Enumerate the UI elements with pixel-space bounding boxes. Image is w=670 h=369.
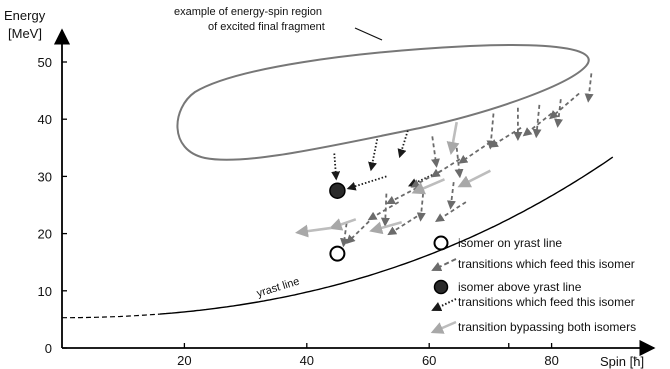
transition-arrow-gray [488, 127, 522, 148]
region-annotation-line2: of excited final fragment [208, 21, 325, 33]
y-tick-label-0: 0 [45, 341, 52, 356]
y-tick-label-20: 20 [38, 227, 52, 242]
yrast-line-label: yrast line [255, 276, 301, 300]
transition-arrow-dark [397, 130, 409, 159]
isomer-on-yrast-line [329, 245, 346, 262]
yrast-line-extrapolated [62, 313, 160, 319]
transition-arrow-gray [345, 215, 375, 245]
y-tick-label-30: 30 [38, 169, 52, 184]
transition-arrow-gray [554, 99, 563, 128]
transition-arrow-dark [346, 175, 387, 191]
transition-arrow-light [328, 218, 357, 231]
legend-item-above-isomer: isomer above yrast line [458, 280, 582, 294]
transition-arrow-gray [416, 193, 426, 222]
x-axis-label: Spin [ħ] [600, 354, 644, 369]
transition-arrows [295, 73, 594, 248]
transition-arrow-gray [380, 193, 390, 227]
transition-arrow-gray [410, 169, 442, 188]
x-tick-label-20: 20 [177, 353, 191, 368]
transition-arrow-gray [549, 92, 580, 120]
x-tick-label-40: 40 [300, 353, 314, 368]
transition-arrow-light [295, 224, 332, 238]
transition-arrow-gray [431, 136, 440, 168]
legend-above-isomer-symbol [433, 279, 449, 295]
transition-arrow-gray [387, 215, 418, 236]
region-annotation-pointer [354, 27, 383, 41]
transition-arrow-light [369, 220, 403, 235]
legend-item-yrast-isomer: isomer on yrast line [458, 236, 562, 250]
isomer-above-yrast-line [329, 182, 346, 199]
y-axis-label-line2: [MeV] [8, 26, 42, 41]
transition-arrow-light [457, 169, 491, 188]
transition-arrow-light [411, 178, 446, 195]
legend-feed-above-symbol [431, 298, 457, 312]
y-axis-label-line1: Energy [4, 8, 46, 23]
transition-arrow-gray [446, 181, 456, 210]
yrast-line [159, 156, 614, 315]
transition-arrow-gray [532, 104, 542, 139]
y-tick-label-10: 10 [38, 284, 52, 299]
excited-region-outline [176, 43, 590, 161]
transition-arrow-gray [430, 158, 461, 178]
transition-arrow-dark [331, 153, 341, 181]
region-annotation-line1: example of energy-spin region [174, 6, 322, 18]
legend: isomer on yrast line transitions which f… [430, 235, 636, 334]
x-tick-label-80: 80 [544, 353, 558, 368]
transition-arrow-gray [386, 187, 418, 205]
transition-arrow-gray [486, 113, 496, 150]
legend-yrast-isomer-symbol [433, 235, 449, 251]
transition-arrow-gray [340, 223, 349, 248]
transition-arrow-light [446, 121, 460, 155]
transition-arrow-gray [522, 112, 553, 137]
transition-arrow-gray [584, 73, 594, 103]
transition-arrow-dark [368, 139, 379, 172]
x-tick-label-60: 60 [422, 353, 436, 368]
transition-arrow-gray [454, 147, 464, 179]
legend-feed-yrast-symbol [431, 258, 457, 272]
transition-arrow-gray [434, 201, 467, 222]
transition-arrow-gray [458, 141, 491, 164]
y-tick-label-50: 50 [38, 55, 52, 70]
legend-item-bypass: transition bypassing both isomers [458, 320, 636, 334]
axis-ticks: 20 40 60 80 0 10 20 30 40 50 [38, 55, 559, 368]
y-tick-label-40: 40 [38, 112, 52, 127]
legend-item-feed-yrast: transitions which feed this isomer [458, 257, 635, 271]
legend-item-feed-above: transitions which feed this isomer [458, 295, 635, 309]
legend-bypass-symbol [430, 320, 457, 334]
